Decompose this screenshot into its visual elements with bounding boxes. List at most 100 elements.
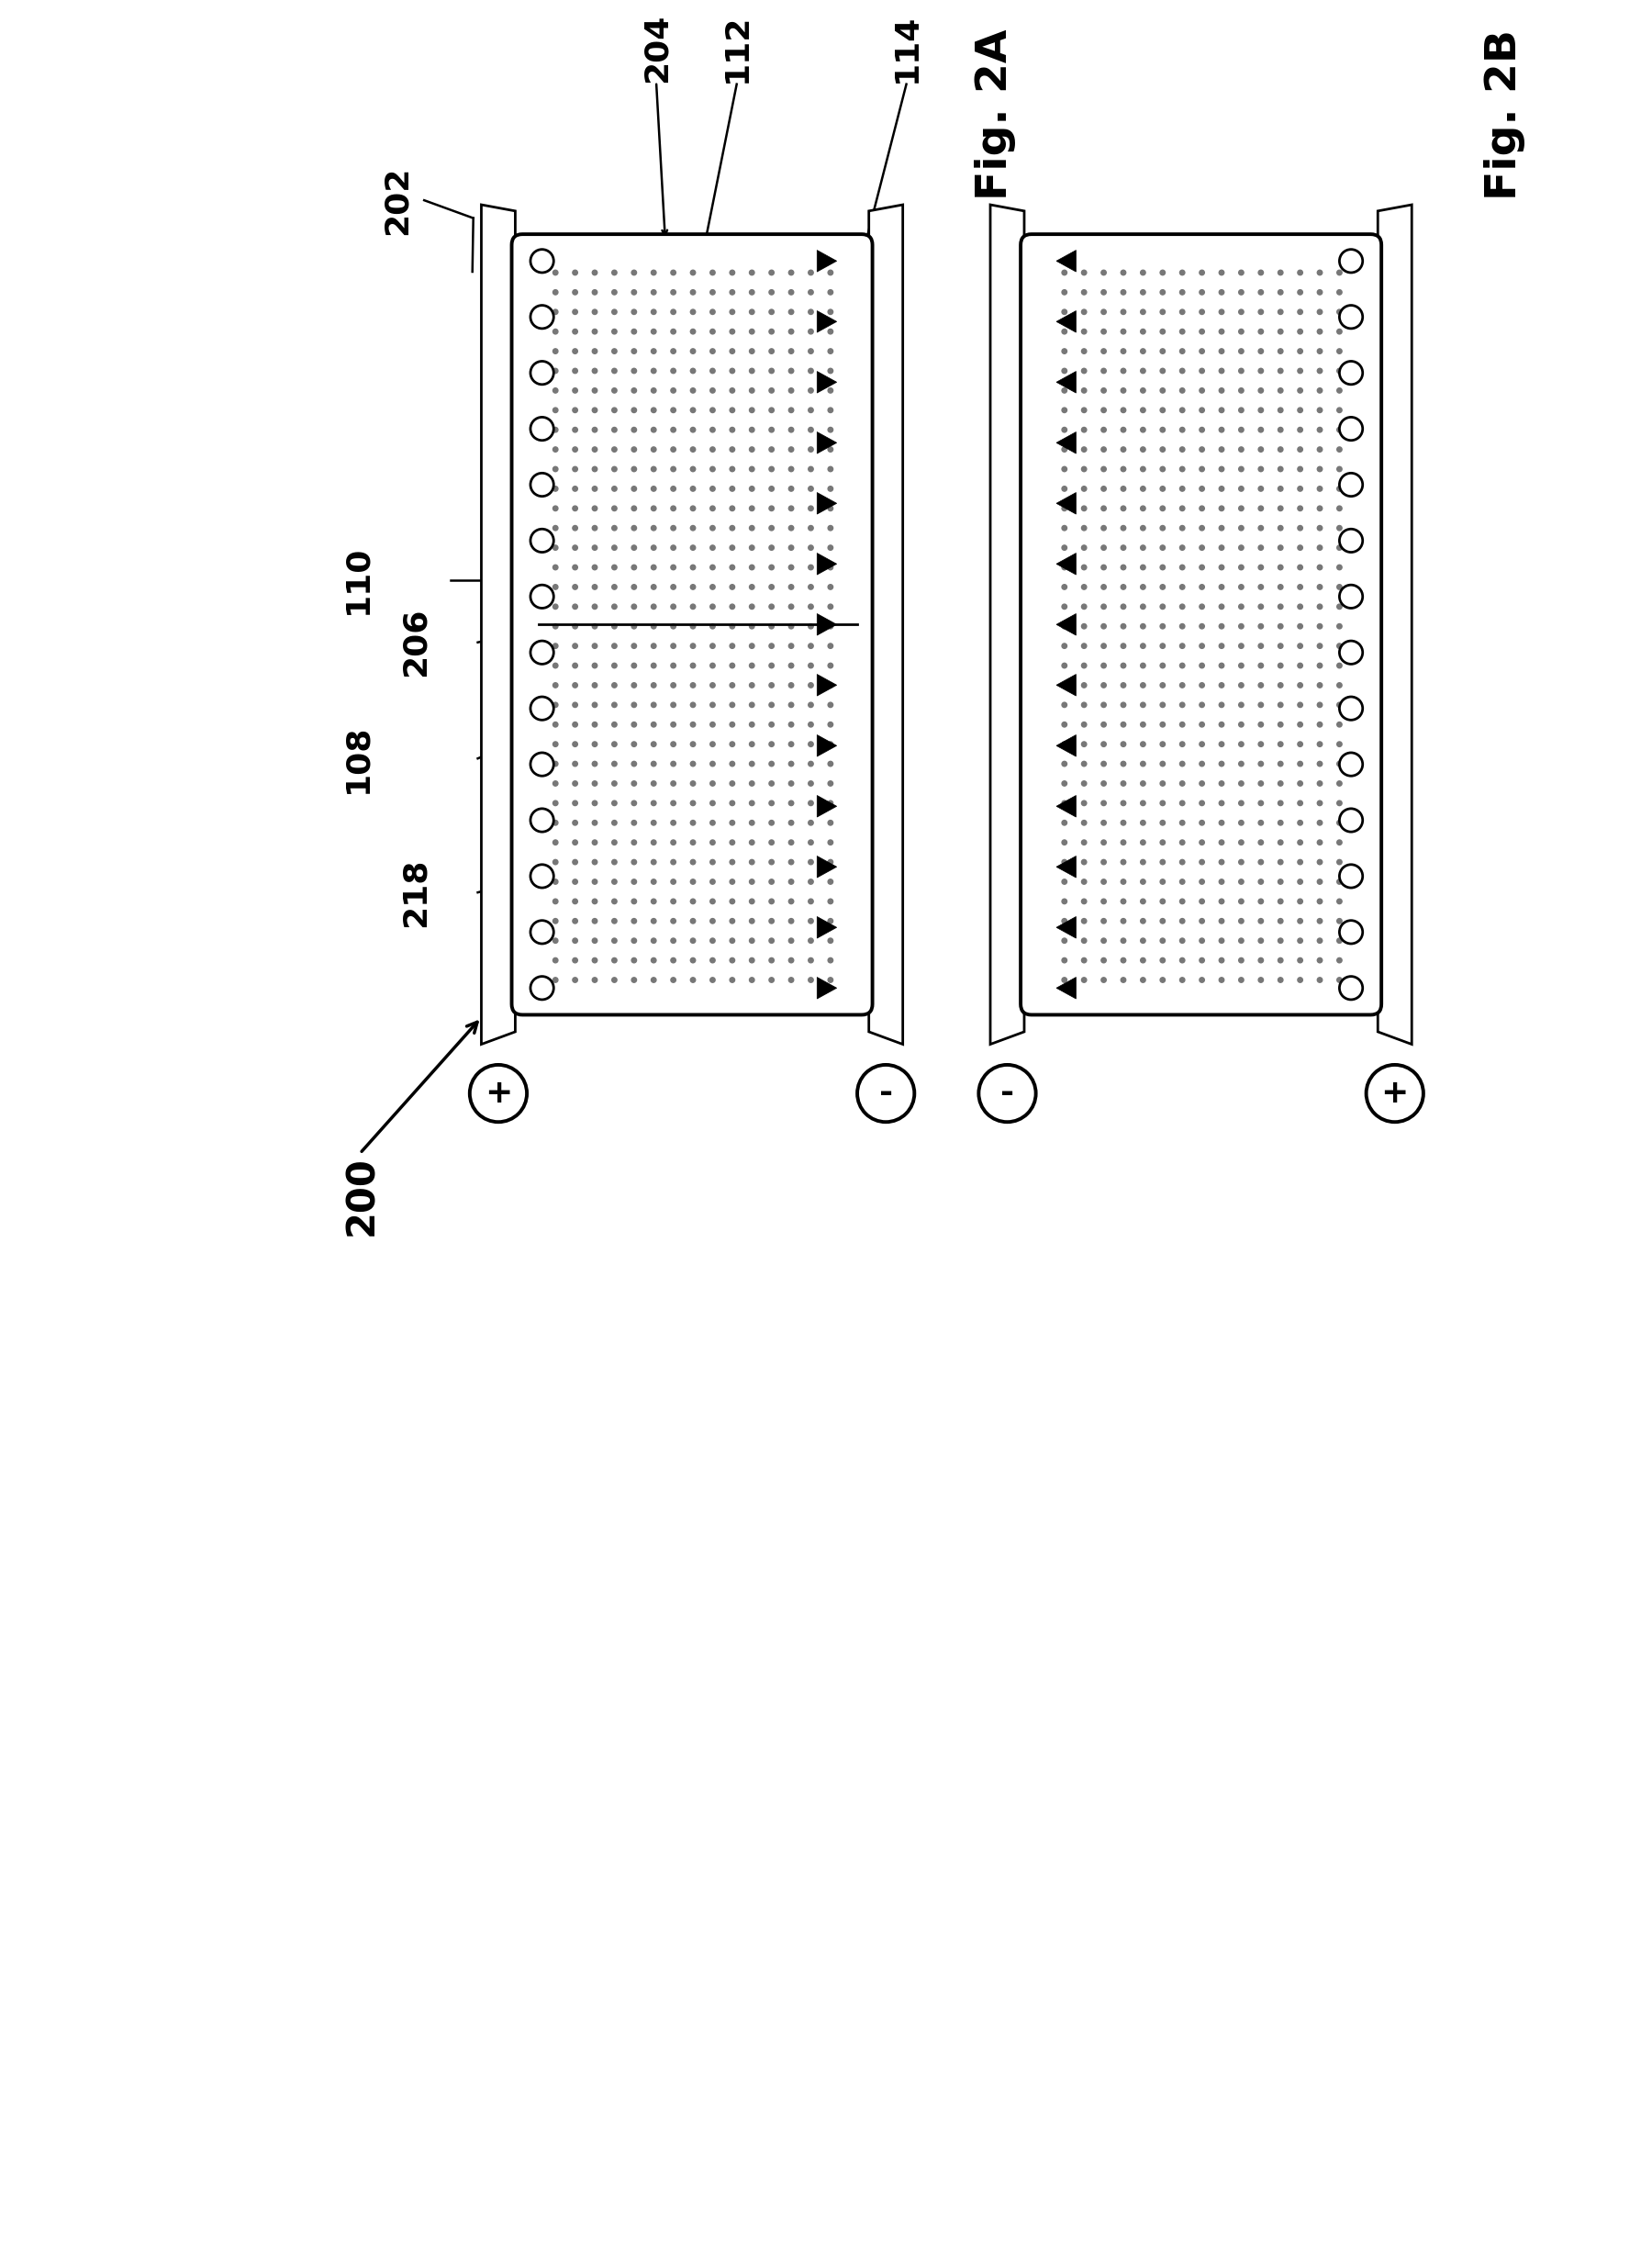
Text: 200: 200 (342, 1157, 382, 1235)
Circle shape (730, 682, 735, 688)
Circle shape (1279, 664, 1284, 668)
Text: 108: 108 (342, 724, 373, 792)
Circle shape (1062, 958, 1067, 963)
Circle shape (1336, 918, 1341, 922)
Circle shape (1297, 526, 1303, 531)
Circle shape (553, 801, 558, 806)
Circle shape (1259, 880, 1264, 884)
Circle shape (691, 623, 695, 628)
Circle shape (1336, 761, 1341, 767)
Circle shape (691, 585, 695, 590)
Circle shape (1062, 682, 1067, 688)
Circle shape (1082, 644, 1087, 648)
Text: -: - (1001, 1078, 1014, 1109)
Circle shape (1199, 290, 1204, 295)
Circle shape (750, 898, 755, 905)
Circle shape (1120, 448, 1127, 452)
Circle shape (553, 605, 558, 610)
Circle shape (631, 466, 636, 472)
Circle shape (1219, 743, 1224, 747)
Circle shape (591, 605, 598, 610)
Circle shape (631, 506, 636, 511)
Circle shape (730, 428, 735, 432)
Circle shape (1279, 290, 1284, 295)
Circle shape (770, 682, 775, 688)
Circle shape (671, 526, 676, 531)
Circle shape (770, 486, 775, 490)
Circle shape (1120, 781, 1127, 785)
Circle shape (750, 448, 755, 452)
Circle shape (730, 801, 735, 806)
Circle shape (1199, 448, 1204, 452)
Circle shape (1317, 781, 1322, 785)
Circle shape (1082, 702, 1087, 707)
Circle shape (1102, 761, 1107, 767)
Circle shape (1219, 801, 1224, 806)
Circle shape (1317, 839, 1322, 846)
Circle shape (828, 466, 833, 472)
Circle shape (651, 839, 656, 846)
Circle shape (828, 682, 833, 688)
Circle shape (573, 898, 578, 905)
Circle shape (1062, 407, 1067, 412)
Circle shape (808, 506, 813, 511)
Circle shape (671, 938, 676, 943)
Circle shape (553, 466, 558, 472)
Circle shape (591, 743, 598, 747)
Circle shape (1336, 664, 1341, 668)
Circle shape (573, 544, 578, 551)
Circle shape (1082, 682, 1087, 688)
Circle shape (553, 526, 558, 531)
Circle shape (1219, 702, 1224, 707)
Text: +: + (1381, 1078, 1409, 1109)
Circle shape (573, 702, 578, 707)
Circle shape (691, 664, 695, 668)
Circle shape (750, 781, 755, 785)
Circle shape (651, 428, 656, 432)
Polygon shape (1056, 432, 1075, 455)
Circle shape (651, 682, 656, 688)
Circle shape (1160, 544, 1165, 551)
Circle shape (1279, 544, 1284, 551)
Circle shape (1239, 702, 1244, 707)
Circle shape (651, 369, 656, 374)
Circle shape (631, 290, 636, 295)
Circle shape (1239, 918, 1244, 922)
Circle shape (770, 544, 775, 551)
Circle shape (573, 328, 578, 333)
Circle shape (1219, 290, 1224, 295)
Circle shape (808, 565, 813, 569)
Circle shape (1140, 860, 1145, 864)
Polygon shape (818, 736, 836, 756)
Circle shape (1199, 682, 1204, 688)
Circle shape (1297, 623, 1303, 628)
Circle shape (1140, 328, 1145, 333)
Circle shape (1336, 623, 1341, 628)
Circle shape (788, 311, 793, 315)
Circle shape (1082, 976, 1087, 983)
Circle shape (1180, 270, 1184, 274)
Circle shape (1102, 722, 1107, 727)
Circle shape (631, 623, 636, 628)
Circle shape (1219, 328, 1224, 333)
Circle shape (1120, 349, 1127, 353)
Circle shape (1317, 466, 1322, 472)
Circle shape (611, 486, 616, 490)
Circle shape (1219, 976, 1224, 983)
Circle shape (1180, 860, 1184, 864)
Circle shape (730, 860, 735, 864)
Circle shape (591, 486, 598, 490)
Circle shape (750, 644, 755, 648)
Circle shape (1239, 448, 1244, 452)
Circle shape (631, 743, 636, 747)
Circle shape (591, 290, 598, 295)
Circle shape (651, 821, 656, 826)
Circle shape (1180, 918, 1184, 922)
Circle shape (1180, 702, 1184, 707)
Circle shape (631, 407, 636, 412)
Circle shape (770, 270, 775, 274)
Circle shape (671, 976, 676, 983)
Circle shape (1297, 938, 1303, 943)
Circle shape (1140, 918, 1145, 922)
Circle shape (710, 605, 715, 610)
